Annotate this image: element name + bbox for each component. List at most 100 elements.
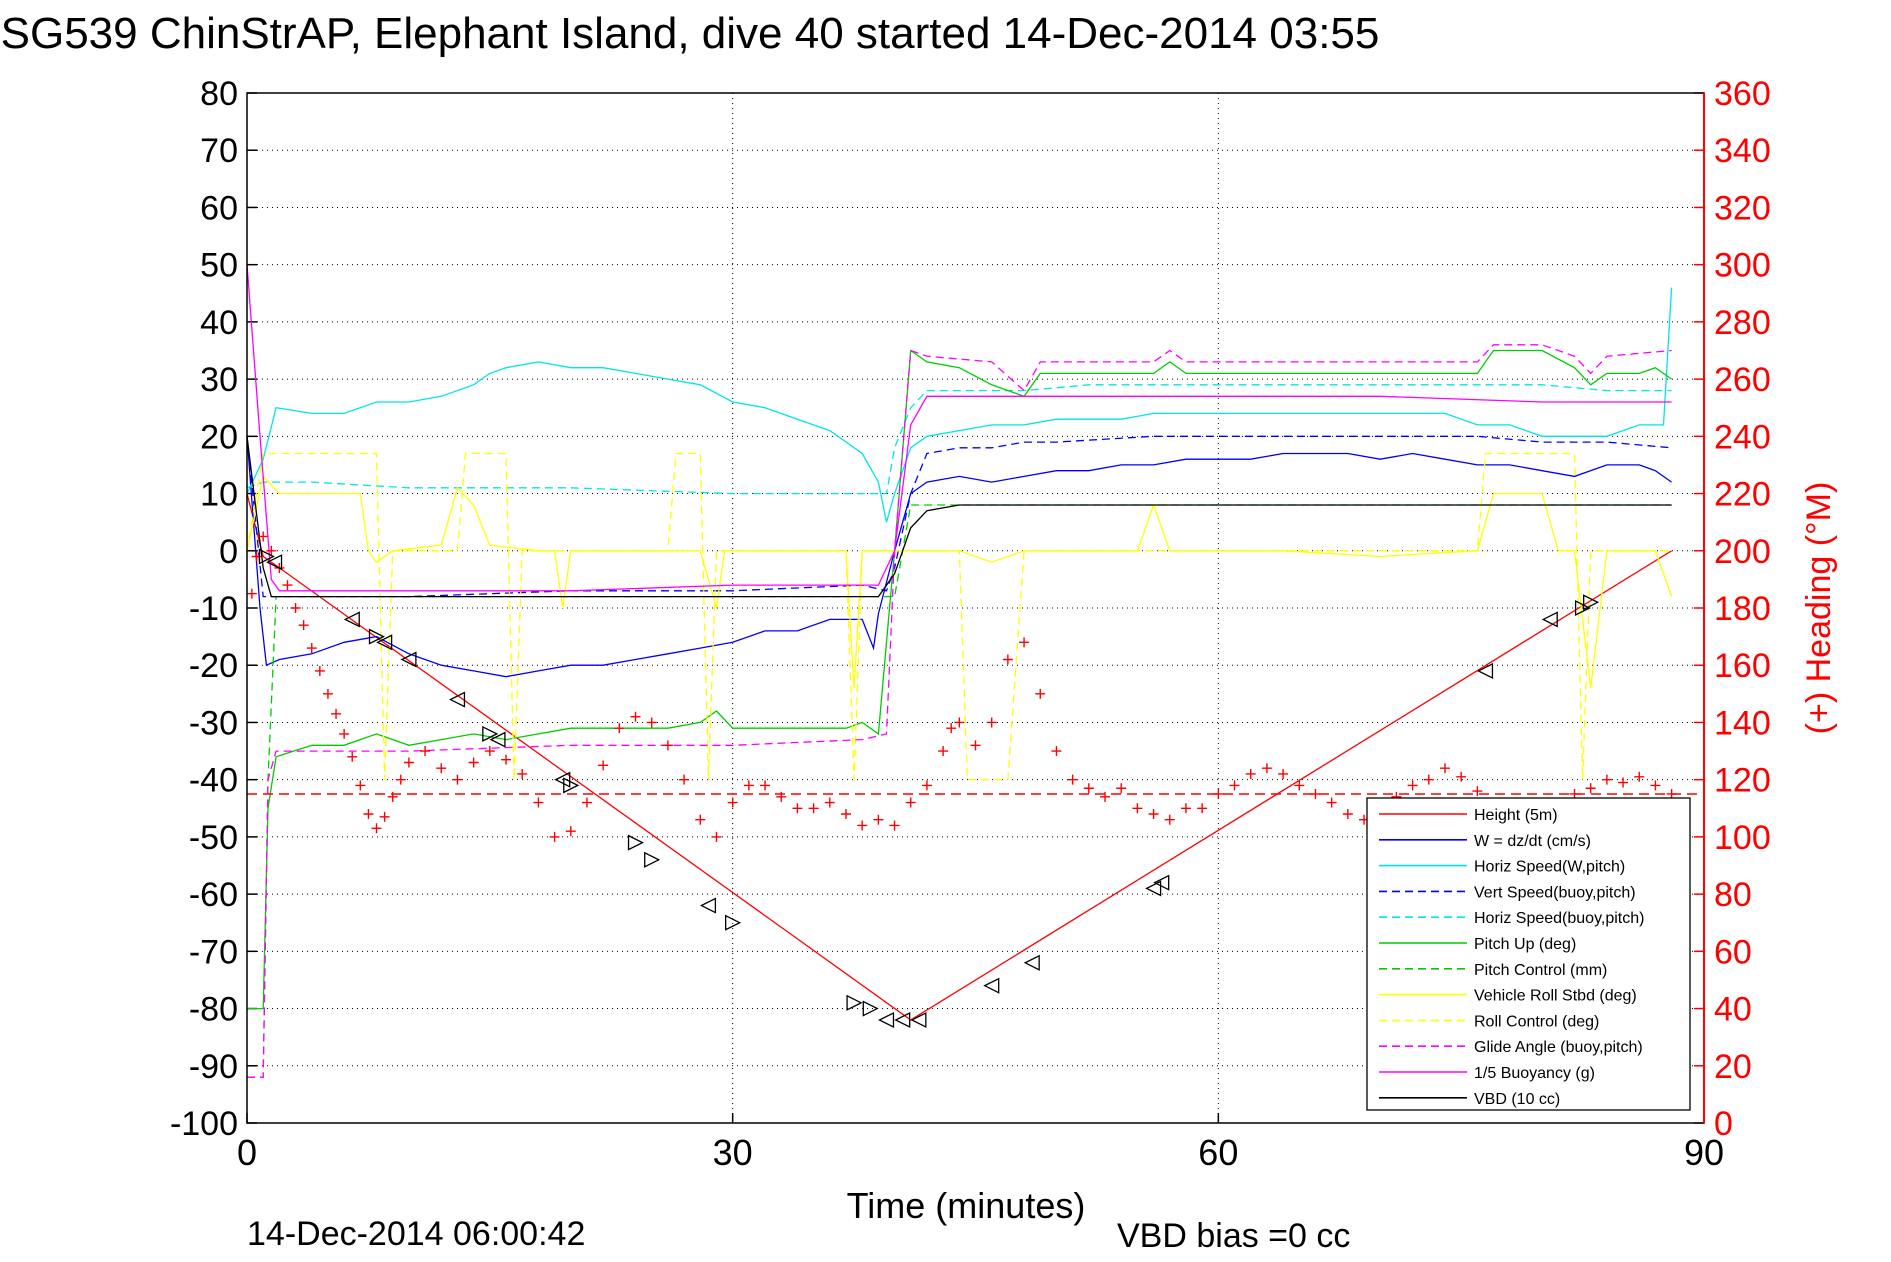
y-right-tick-label: 200 [1714, 533, 1771, 571]
depth-marker [343, 611, 360, 628]
y-right-tick-label: 60 [1714, 933, 1752, 971]
depth-marker [627, 834, 644, 851]
series-line-2 [246, 287, 1673, 523]
heading-point [258, 531, 269, 542]
heading-point [1083, 783, 1094, 794]
heading-point [1634, 771, 1645, 782]
depth-marker [1476, 662, 1494, 679]
y-right-tick-label: 320 [1714, 189, 1771, 227]
y-left-tick-label: -90 [189, 1048, 238, 1086]
heading-point [581, 797, 592, 808]
depth-marker [1023, 954, 1040, 971]
heading-point [355, 780, 366, 791]
legend-entry-1: W = dz/dt (cm/s) [1474, 833, 1591, 850]
y-right-tick-label: 40 [1714, 991, 1752, 1029]
heading-point [824, 797, 835, 808]
heading-point [727, 797, 738, 808]
y-axis-left-ticks: 80 70 60 50 40 30 20 10 0 -10 -20 -30 -40 -50 -60 -70 -8… [170, 75, 257, 1143]
y-left-tick-label: -60 [189, 876, 238, 914]
heading-point [314, 665, 325, 676]
heading-point [808, 803, 819, 814]
heading-point [403, 757, 414, 768]
heading-point [889, 820, 900, 831]
series-line-3 [246, 435, 1672, 598]
y-left-tick-label: -100 [170, 1105, 238, 1143]
legend-entry-2: Horiz Speed(W,pitch) [1474, 859, 1625, 876]
heading-point [598, 760, 609, 771]
series-line-7 [246, 475, 1673, 689]
heading-point [1067, 774, 1078, 785]
footer-vbd-bias: VBD bias =0 cc [1117, 1217, 1350, 1255]
heading-point [468, 757, 479, 768]
depth-marker [376, 634, 393, 651]
y-left-tick-label: 80 [200, 75, 238, 113]
heading-point [946, 723, 957, 734]
legend-box [1366, 797, 1691, 1111]
y-right-tick-label: 300 [1714, 247, 1771, 285]
legend-entry-4: Horiz Speed(buoy,pitch) [1474, 910, 1644, 927]
x-tick-label: 60 [1198, 1132, 1238, 1173]
heading-point [501, 754, 512, 765]
heading-point [1132, 803, 1143, 814]
y-left-tick-label: 60 [200, 189, 238, 227]
legend: Height (5m) W = dz/dt (cm/s) Horiz Speed(W… [1366, 797, 1691, 1111]
series-line-11 [246, 436, 1672, 598]
heading-point [420, 746, 431, 757]
y-right-tick-label: 280 [1714, 304, 1771, 342]
heading-point [1618, 777, 1629, 788]
depth-marker [910, 1011, 927, 1029]
y-axis-right-ticks: 3603403203002802602402202001801601401201… [1694, 75, 1771, 1143]
heading-point [1035, 688, 1046, 699]
legend-entry-3: Vert Speed(buoy,pitch) [1474, 884, 1636, 901]
depth-marker [1145, 880, 1162, 897]
heading-point [436, 763, 447, 774]
depth-marker [266, 554, 283, 571]
depth-marker [482, 725, 499, 742]
heading-point [711, 831, 722, 842]
heading-point [1407, 780, 1418, 791]
heading-point [840, 809, 851, 819]
heading-point [517, 768, 528, 779]
heading-point [452, 774, 463, 785]
x-tick-label: 0 [237, 1132, 257, 1173]
heading-point [1456, 771, 1467, 782]
depth-marker [1541, 611, 1558, 628]
heading-point [1650, 780, 1661, 791]
heading-point [614, 723, 625, 734]
heading-point [792, 803, 803, 814]
heading-point [1051, 746, 1062, 757]
heading-point [646, 717, 657, 728]
y-left-tick-label: 10 [200, 476, 238, 514]
heading-point [1585, 783, 1596, 794]
heading-point [776, 791, 787, 802]
heading-point [1245, 768, 1256, 779]
heading-point [921, 780, 932, 791]
depth-marker [846, 994, 863, 1011]
depth-marker [1583, 594, 1600, 611]
y-left-tick-label: 40 [200, 304, 238, 342]
heading-point [954, 717, 965, 728]
y-left-tick-label: 30 [200, 361, 238, 399]
y-left-tick-label: -80 [189, 991, 238, 1029]
heading-point [630, 711, 641, 722]
depth-marker [1153, 874, 1170, 891]
y-left-tick-label: 0 [219, 533, 238, 571]
y-left-tick-label: -30 [189, 704, 238, 742]
heading-point [533, 797, 544, 808]
heading-point [565, 826, 576, 837]
grid [247, 93, 1704, 1123]
heading-point [1278, 768, 1289, 779]
legend-entry-8: Roll Control (deg) [1474, 1013, 1599, 1030]
legend-entry-6: Pitch Control (mm) [1474, 962, 1607, 979]
depth-marker [489, 731, 506, 748]
heading-point [857, 820, 868, 831]
depth-marker-layer [258, 548, 1600, 1029]
heading-point [387, 791, 398, 802]
depth-marker [554, 771, 571, 788]
heading-point [1164, 814, 1175, 825]
y-left-tick-label: -40 [189, 762, 238, 800]
depth-marker [258, 548, 275, 565]
y-left-tick-label: 70 [200, 132, 238, 170]
y-right-tick-label: 120 [1714, 762, 1771, 800]
